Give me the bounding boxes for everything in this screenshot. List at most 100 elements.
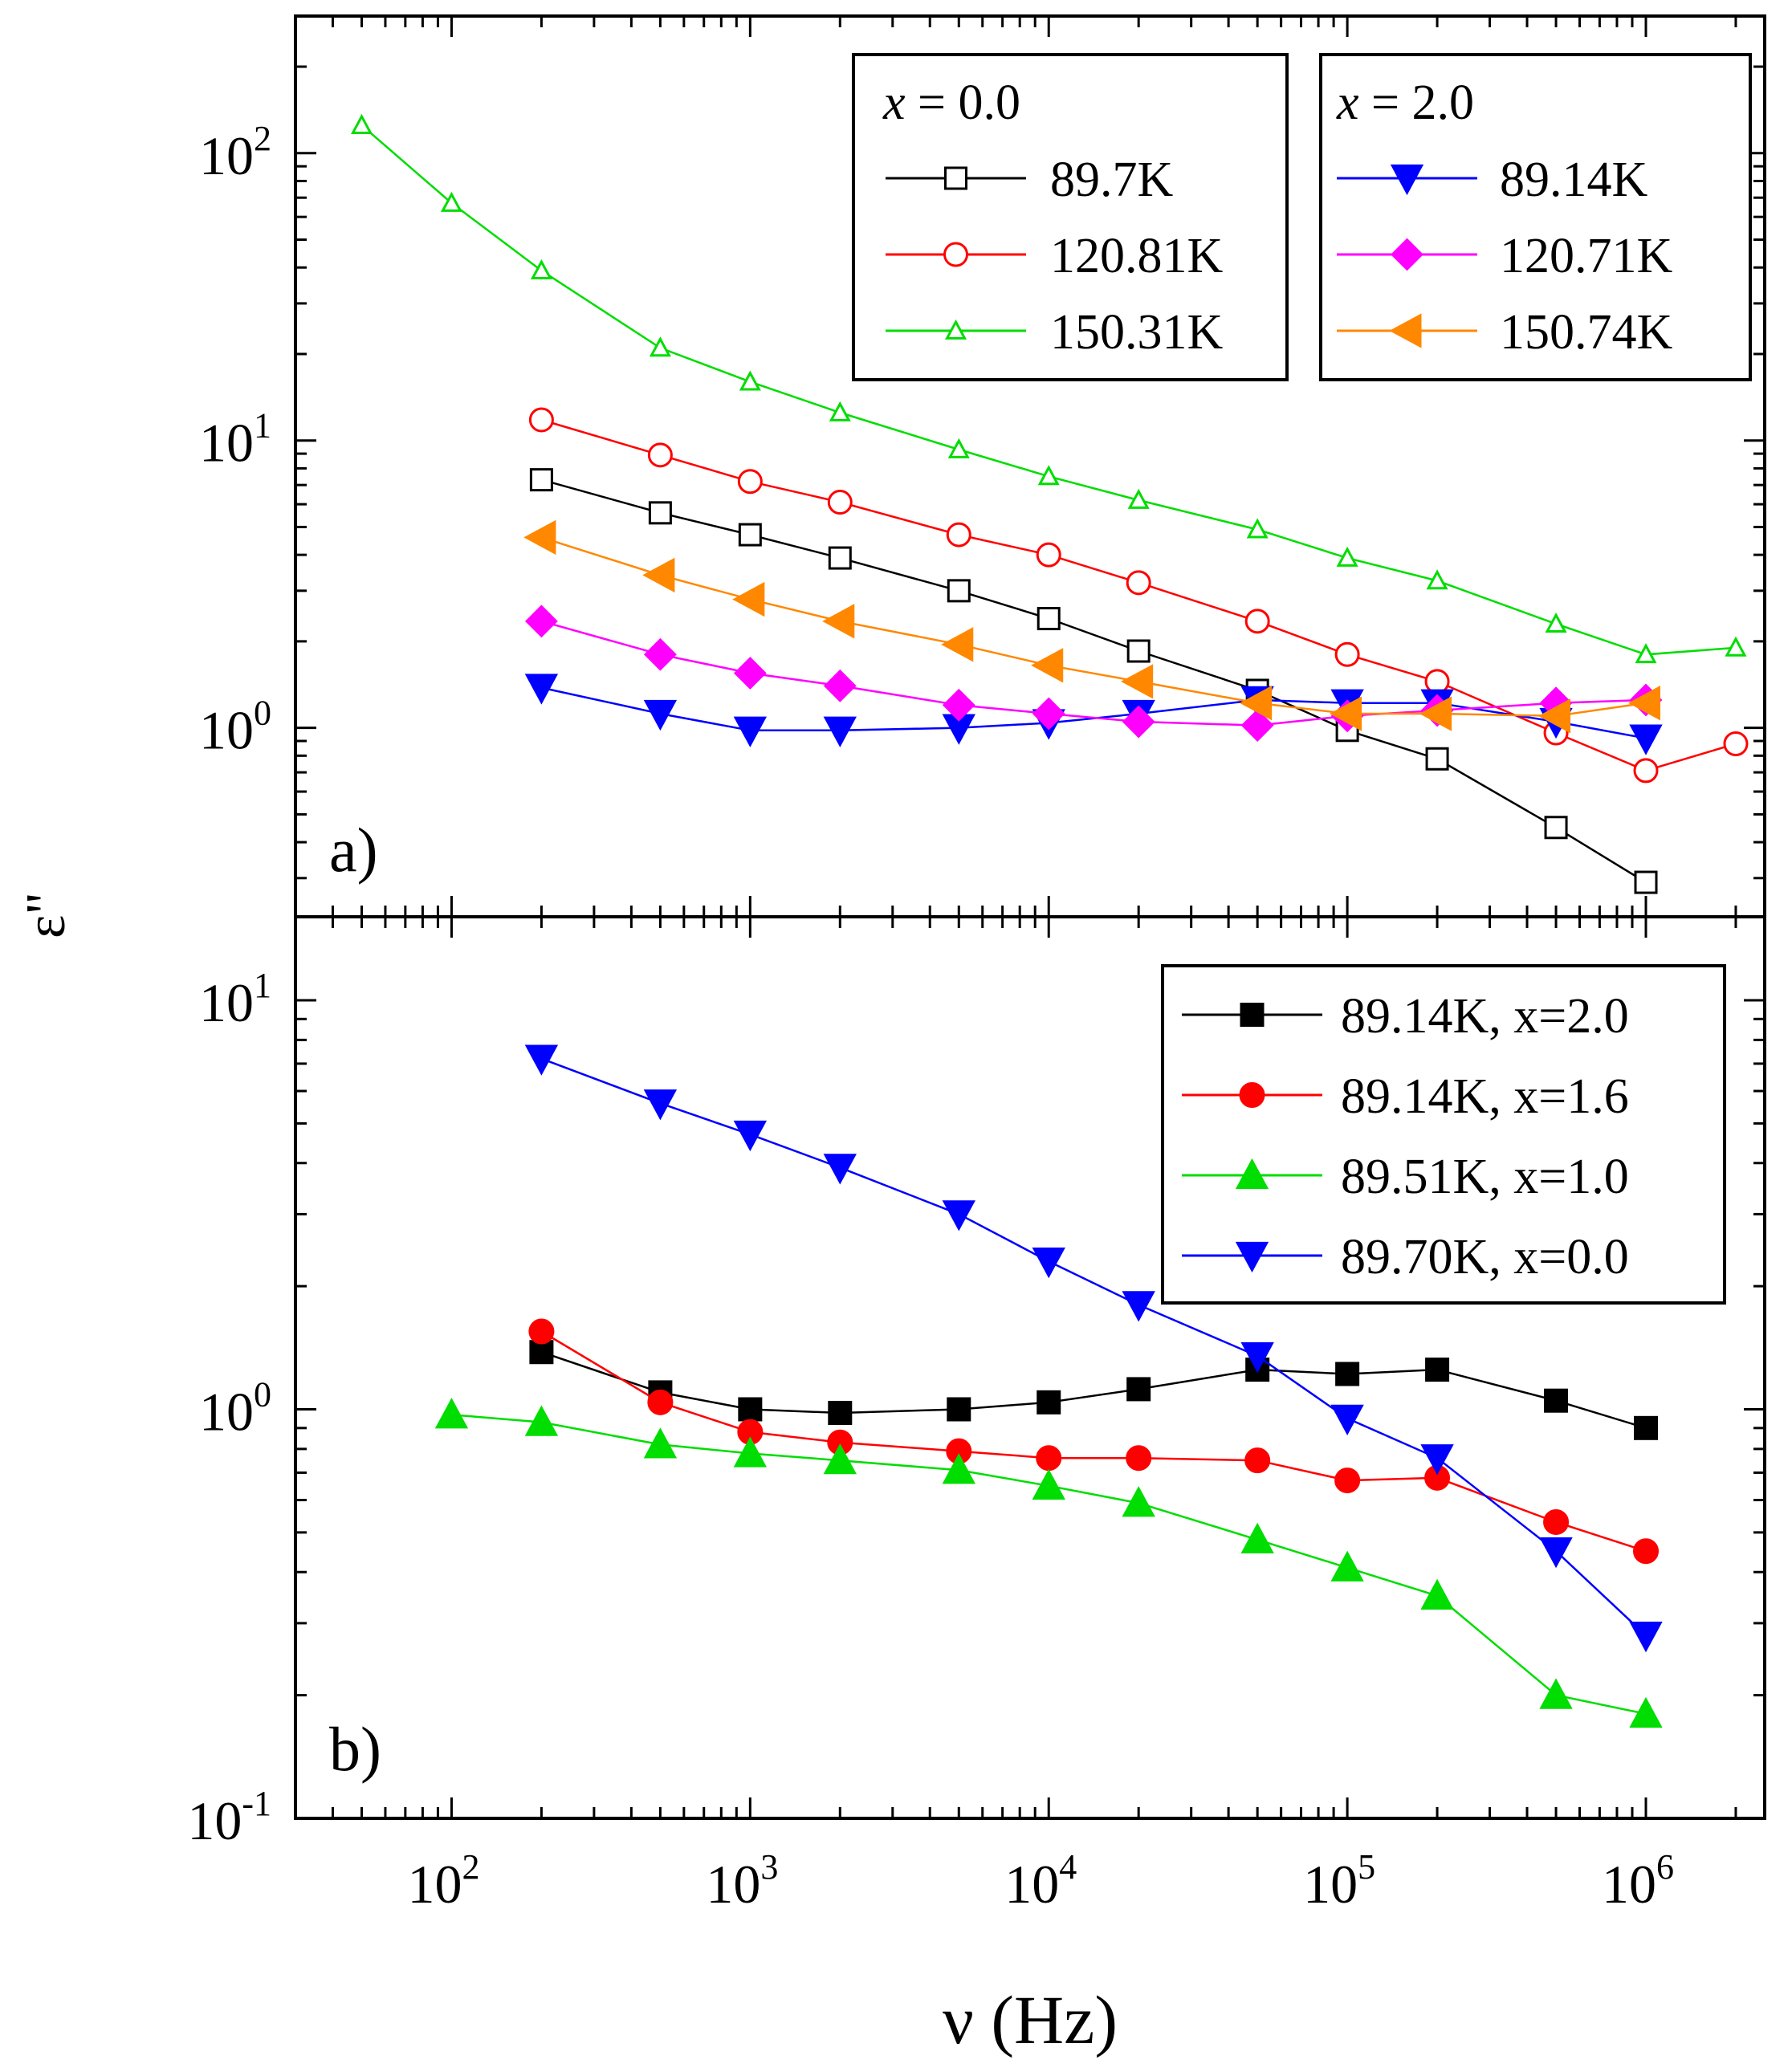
b-series-2-point bbox=[524, 1405, 559, 1436]
legend-x0-entry-marker bbox=[943, 242, 968, 267]
b-xtick-label: 103 bbox=[706, 1847, 778, 1915]
b-series-3-point bbox=[1420, 1444, 1454, 1476]
a-series-0-point bbox=[1544, 816, 1568, 840]
a-series-2 bbox=[350, 113, 1747, 664]
legend-b: 89.14K, x=2.0 89.14K, x=1.6 89.51K, x=1.0 8… bbox=[1161, 964, 1726, 1305]
a-series-1-point bbox=[1633, 758, 1659, 784]
b-series-0-point bbox=[1425, 1358, 1450, 1382]
a-series-2-point bbox=[1127, 488, 1150, 509]
a-series-0-point bbox=[947, 579, 971, 603]
legend-b-entry-marker bbox=[1239, 1082, 1265, 1108]
panel-a: 100 101 102 a) x = 0.0 89.7K 120.81K 150.31K… bbox=[199, 14, 1766, 918]
legend-b-entry: 89.70K, x=0.0 bbox=[1182, 1230, 1629, 1284]
b-series-2-point bbox=[1330, 1550, 1364, 1582]
a-series-0-point bbox=[1126, 639, 1151, 663]
b-series-3-point bbox=[524, 1044, 559, 1076]
b-series-2-point bbox=[823, 1443, 857, 1475]
b-xtick-label: 104 bbox=[1004, 1847, 1077, 1915]
legend-x0-entry-label: 150.31K bbox=[1050, 305, 1224, 360]
a-series-1-point bbox=[1126, 570, 1151, 596]
a-series-2-point bbox=[739, 370, 761, 391]
a-series-4-point bbox=[733, 657, 767, 690]
a-series-2-point bbox=[649, 336, 671, 357]
b-series-3-line bbox=[540, 1057, 1647, 1637]
a-series-0-line bbox=[541, 478, 1647, 884]
b-series-1-point bbox=[1334, 1468, 1361, 1494]
b-series-2-point bbox=[733, 1436, 768, 1468]
b-series-2-point bbox=[942, 1453, 975, 1484]
legend-x2-entry-label: 120.71K bbox=[1500, 229, 1673, 283]
a-series-4-point bbox=[942, 688, 975, 722]
b-series-2-point bbox=[1420, 1578, 1454, 1610]
a-series-2-point bbox=[1426, 569, 1448, 590]
legend-b-entry-marker bbox=[1240, 1003, 1265, 1027]
b-series-1-point bbox=[1244, 1447, 1271, 1474]
b-series-3 bbox=[524, 1044, 1663, 1653]
a-series-4-point bbox=[524, 605, 558, 638]
a-series-2-point bbox=[947, 438, 970, 458]
a-series-5-point bbox=[1121, 664, 1154, 699]
b-series-0-point bbox=[1634, 1415, 1659, 1440]
b-series-1-point bbox=[1633, 1538, 1660, 1565]
legend-x0-frame bbox=[852, 53, 1289, 381]
a-series-4-point bbox=[823, 669, 857, 702]
panel-b: 10-1 100 101 102 103 104 105 106 b) 89.14K, x=2… bbox=[187, 915, 1766, 1915]
b-series-0-point bbox=[1544, 1388, 1569, 1413]
a-ytick-label: 101 bbox=[199, 406, 271, 474]
legend-x0: x = 0.0 89.7K 120.81K 150.31K bbox=[852, 53, 1289, 381]
legend-x2-entry: 89.14K bbox=[1337, 153, 1648, 207]
a-series-5-point bbox=[1419, 696, 1452, 731]
b-series-1-point bbox=[1036, 1445, 1062, 1472]
b-series-2-point bbox=[1629, 1696, 1663, 1728]
a-series-4-line bbox=[541, 620, 1647, 727]
legend-x2-entry-marker bbox=[1389, 313, 1422, 348]
legend-x2-entry-label: 89.14K bbox=[1500, 153, 1648, 207]
a-series-0-point bbox=[1037, 607, 1061, 631]
b-series-3-point bbox=[1629, 1622, 1663, 1653]
b-series-0-point bbox=[529, 1340, 554, 1365]
a-ytick-label: 100 bbox=[199, 694, 271, 761]
b-series-0-point bbox=[1126, 1377, 1151, 1402]
a-series-3-point bbox=[733, 716, 768, 747]
b-ytick-label: 10-1 bbox=[187, 1784, 271, 1851]
b-series-3-point bbox=[1032, 1248, 1065, 1279]
a-series-5-point bbox=[1627, 686, 1661, 721]
a-series-1-point bbox=[1334, 641, 1360, 667]
b-series-1-point bbox=[647, 1389, 674, 1415]
legend-b-entry-marker bbox=[1235, 1158, 1269, 1190]
a-series-2-point bbox=[1635, 643, 1657, 664]
b-ytick-label: 101 bbox=[199, 966, 271, 1033]
a-series-4-point bbox=[1122, 705, 1155, 739]
a-series-5-point bbox=[732, 581, 765, 617]
a-series-1-point bbox=[1723, 731, 1749, 757]
b-xtick-label: 102 bbox=[407, 1847, 479, 1915]
a-series-0-point bbox=[738, 523, 762, 547]
a-series-5-point bbox=[822, 604, 855, 639]
legend-x0-entry-label: 120.81K bbox=[1050, 229, 1224, 283]
legend-b-entry-marker bbox=[1235, 1241, 1269, 1273]
panel-b-ticks: 10-1 100 101 102 103 104 105 106 bbox=[187, 917, 1765, 1915]
legend-x0-entry-label: 89.7K bbox=[1050, 153, 1174, 207]
legend-x0-entry-marker bbox=[944, 319, 967, 340]
panel-b-series bbox=[434, 1044, 1663, 1728]
b-ytick-label: 100 bbox=[199, 1374, 271, 1442]
a-series-1-point bbox=[1036, 542, 1061, 568]
a-series-1-point bbox=[647, 442, 673, 468]
a-series-3-point bbox=[823, 716, 857, 747]
legend-b-entry-label: 89.14K, x=1.6 bbox=[1341, 1069, 1629, 1124]
a-series-5-point bbox=[523, 519, 556, 556]
a-series-3-point bbox=[643, 699, 678, 731]
a-series-0-point bbox=[648, 501, 672, 525]
legend-x2-entry-marker bbox=[1390, 164, 1424, 196]
b-series-1-line bbox=[540, 1330, 1647, 1553]
a-series-5 bbox=[523, 519, 1661, 734]
a-series-2-point bbox=[1037, 465, 1060, 486]
a-series-2-point bbox=[1246, 518, 1269, 539]
panel-a-series bbox=[350, 113, 1749, 894]
b-series-3-point bbox=[942, 1200, 975, 1231]
panel-a-label: a) bbox=[329, 815, 378, 885]
b-series-0-line bbox=[540, 1351, 1647, 1429]
b-series-3-point bbox=[1539, 1537, 1573, 1569]
a-series-2-point bbox=[530, 258, 552, 279]
